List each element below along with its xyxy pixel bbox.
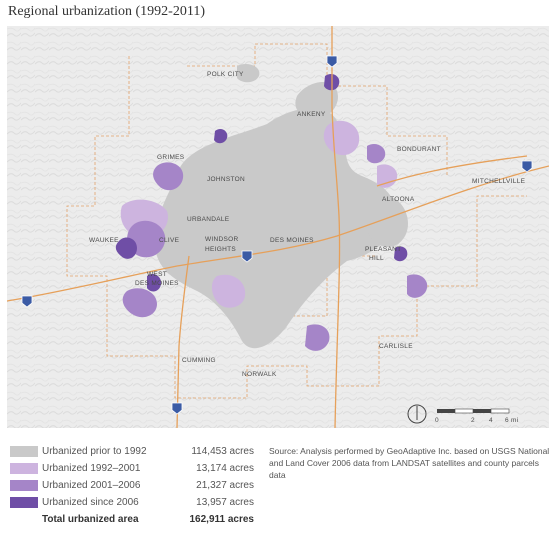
legend-item: Urbanized 2001–2006 21,327 acres: [10, 477, 260, 494]
highway-shield-icon: [326, 55, 338, 68]
north-arrow-icon: [407, 404, 427, 424]
legend-value: 13,957 acres: [196, 497, 254, 508]
city-label: CUMMING: [182, 357, 216, 364]
legend-label: Urbanized 2001–2006: [42, 480, 141, 491]
legend-total-label: Total urbanized area: [42, 514, 139, 525]
legend-total: Total urbanized area 162,911 acres: [10, 511, 260, 528]
scale-tick: 6 mi: [505, 417, 518, 424]
city-label: WINDSOR: [205, 236, 239, 243]
city-label: POLK CITY: [207, 71, 244, 78]
city-label: GRIMES: [157, 154, 185, 161]
legend-label: Urbanized 1992–2001: [42, 463, 141, 474]
legend-label: Urbanized prior to 1992: [42, 446, 147, 457]
highway-shields: [21, 55, 533, 415]
city-label: DES MOINES: [270, 237, 314, 244]
city-label: PLEASANT: [365, 246, 401, 253]
legend-value: 13,174 acres: [196, 463, 254, 474]
urbanized-since-2006: [115, 73, 408, 292]
scale-tick: 4: [489, 417, 493, 424]
city-label: CARLISLE: [379, 343, 413, 350]
highway-shield-icon: [241, 250, 253, 263]
legend-item: Urbanized since 2006 13,957 acres: [10, 494, 260, 511]
legend-value: 114,453 acres: [191, 446, 254, 457]
urbanization-map[interactable]: POLK CITY ANKENY BONDURANT GRIMES JOHNST…: [7, 26, 549, 428]
highway-shield-icon: [171, 402, 183, 415]
legend-value: 21,327 acres: [196, 480, 254, 491]
city-label: JOHNSTON: [207, 176, 245, 183]
urbanized-2001-2006: [122, 144, 428, 351]
city-label: MITCHELLVILLE: [472, 178, 526, 185]
page-title: Regional urbanization (1992-2011): [8, 4, 205, 19]
legend-swatch: [10, 497, 38, 508]
highways: [7, 26, 549, 428]
legend-swatch: [10, 446, 38, 457]
city-label: CLIVE: [159, 237, 180, 244]
city-labels: POLK CITY ANKENY BONDURANT GRIMES JOHNST…: [89, 71, 526, 378]
city-label: HEIGHTS: [205, 246, 236, 253]
source-note: Source: Analysis performed by GeoAdaptiv…: [269, 446, 550, 480]
scale-tick: 2: [471, 417, 475, 424]
legend-total-value: 162,911 acres: [189, 514, 254, 525]
city-label: DES MOINES: [135, 280, 179, 287]
legend: Urbanized prior to 1992 114,453 acres Ur…: [10, 443, 260, 528]
scale-tick: 0: [435, 417, 439, 424]
legend-label: Urbanized since 2006: [42, 497, 139, 508]
city-label: URBANDALE: [187, 216, 230, 223]
legend-item: Urbanized 1992–2001 13,174 acres: [10, 460, 260, 477]
scale-bar: 0 2 4 6 mi: [435, 408, 518, 424]
city-label: NORWALK: [242, 371, 277, 378]
city-label: WEST: [147, 271, 167, 278]
city-label: ANKENY: [297, 111, 326, 118]
legend-swatch: [10, 463, 38, 474]
highway-shield-icon: [521, 160, 533, 173]
city-label: HILL: [369, 255, 384, 262]
city-label: WAUKEE: [89, 237, 119, 244]
legend-swatch: [10, 480, 38, 491]
legend-item: Urbanized prior to 1992 114,453 acres: [10, 443, 260, 460]
highway-shield-icon: [21, 295, 33, 308]
city-label: BONDURANT: [397, 146, 441, 153]
city-label: ALTOONA: [382, 196, 415, 203]
